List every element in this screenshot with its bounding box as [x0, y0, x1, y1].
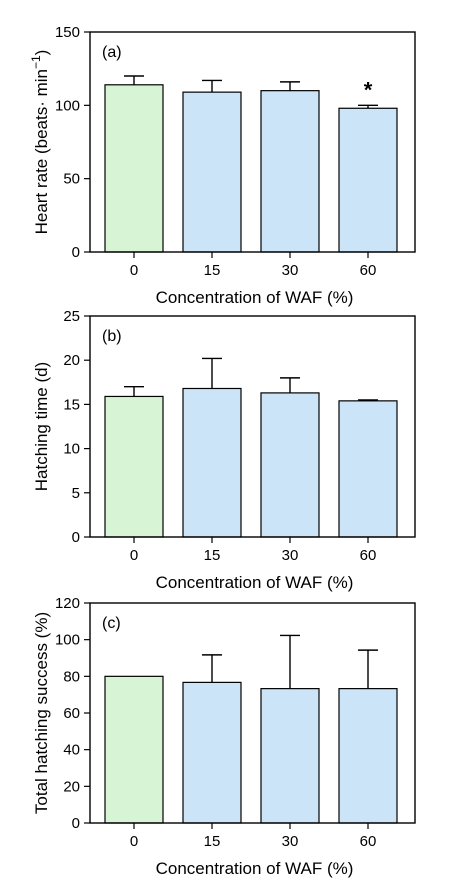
chart-panel-1: * 0 50 100 150 0 15 30 60 Concentration of WAF (%… — [29, 24, 416, 307]
y-tick-label: 150 — [55, 24, 80, 41]
x-tick-label: 0 — [130, 547, 138, 564]
x-axis-label: Concentration of WAF (%) — [156, 573, 354, 592]
error-bar-30 — [280, 377, 300, 393]
y-tick-label: 60 — [63, 705, 80, 722]
y-tick-label: 0 — [72, 244, 80, 261]
panel-label: (c) — [102, 615, 121, 632]
x-tick-label: 30 — [282, 262, 299, 279]
y-tick-label: 10 — [63, 441, 80, 458]
bar-15 — [182, 387, 242, 538]
y-tick-label: 120 — [55, 595, 80, 612]
error-bar-15 — [202, 357, 222, 389]
y-tick-label: 80 — [63, 668, 80, 685]
error-bar-30 — [280, 634, 300, 689]
x-tick-label: 15 — [204, 547, 221, 564]
y-tick-label: 0 — [72, 529, 80, 546]
y-tick-label: 100 — [55, 632, 80, 649]
error-bar-15 — [202, 654, 222, 683]
y-axis-label: Heart rate (beats· min−1) — [29, 50, 51, 235]
bar-15 — [182, 91, 242, 253]
x-tick-label: 0 — [130, 833, 138, 850]
bar-15 — [182, 681, 242, 824]
y-axis-label: Total hatching success (%) — [32, 612, 51, 814]
x-axis-label: Concentration of WAF (%) — [156, 288, 354, 307]
x-tick-label: 60 — [360, 547, 377, 564]
significance-marker: * — [364, 77, 373, 102]
bar-0 — [104, 395, 164, 538]
error-bar-15 — [202, 79, 222, 93]
bar-0 — [104, 84, 164, 253]
panel-label: (b) — [102, 328, 122, 345]
bar-60 — [338, 107, 398, 253]
bar-60 — [338, 688, 398, 824]
bar-30 — [260, 688, 320, 824]
x-tick-label: 60 — [360, 262, 377, 279]
x-tick-label: 15 — [204, 833, 221, 850]
y-tick-label: 5 — [72, 485, 80, 502]
error-bar-0 — [124, 386, 144, 397]
x-axis-label: Concentration of WAF (%) — [156, 859, 354, 878]
bar-30 — [260, 392, 320, 538]
panel-label: (a) — [102, 44, 122, 61]
y-tick-label: 40 — [63, 742, 80, 759]
x-tick-label: 0 — [130, 262, 138, 279]
plot-frame — [89, 31, 416, 253]
x-tick-label: 30 — [282, 833, 299, 850]
y-tick-label: 0 — [72, 815, 80, 832]
error-bar-30 — [280, 81, 300, 91]
y-tick-label: 50 — [63, 171, 80, 188]
y-tick-label: 100 — [55, 97, 80, 114]
error-bar-0 — [124, 75, 144, 85]
bar-60 — [338, 400, 398, 538]
y-tick-label: 25 — [63, 308, 80, 325]
bar-30 — [260, 90, 320, 253]
plot-frame — [89, 315, 416, 538]
y-tick-label: 20 — [63, 352, 80, 369]
x-tick-label: 60 — [360, 833, 377, 850]
chart-panel-2: 0 5 10 15 20 25 0 15 30 60 Concentration of WAF (%… — [32, 308, 416, 592]
y-tick-label: 15 — [63, 396, 80, 413]
bar-0 — [104, 675, 164, 824]
x-tick-label: 30 — [282, 547, 299, 564]
chart-panel-3: 0 20 40 60 80 100 120 0 15 30 60 Concentration of W… — [32, 595, 416, 878]
error-bar-60 — [358, 649, 378, 689]
error-bar-60 — [358, 399, 378, 401]
y-tick-label: 20 — [63, 778, 80, 795]
y-axis-label: Hatching time (d) — [32, 362, 51, 491]
error-bar-60 — [358, 104, 378, 109]
x-tick-label: 15 — [204, 262, 221, 279]
